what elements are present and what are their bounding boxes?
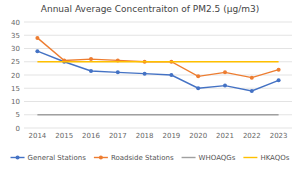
series-line [37,38,278,78]
grid-line [24,88,292,89]
point [35,36,39,40]
x-tick-label: 2017 [109,132,127,140]
point [277,68,281,72]
legend-label: General Stations [28,154,87,162]
legend-swatch [243,157,257,158]
legend-item: Roadside Stations [94,154,174,162]
grid-line [24,114,292,115]
legend-marker [99,156,103,160]
plot-area [35,36,280,115]
y-tick-label: 20 [11,72,20,80]
y-tick-label: 10 [11,98,20,106]
legend-swatch [182,157,196,158]
point [35,49,39,53]
chart: Annual Average Concentraiton of PM2.5 (μ… [0,0,300,171]
point [223,84,227,88]
legend: General Stations Roadside Stations WHOAQGs… [11,154,290,162]
legend-item: HKAQOs [243,154,289,162]
y-tick-label: 0 [16,125,20,133]
grid-line [24,35,292,36]
point [169,73,173,77]
series-line [37,114,278,115]
series-line [37,51,278,91]
series-line [37,61,278,62]
y-tick-label: 25 [11,58,20,66]
legend-item: WHOAQGs [182,154,236,162]
point [196,86,200,90]
legend-item: General Stations [11,154,87,162]
title: Annual Average Concentraiton of PM2.5 (μ… [41,4,259,14]
point [143,72,147,76]
x-tick-label: 2016 [82,132,100,140]
y-tick-label: 15 [11,85,20,93]
point [89,69,93,73]
x-tick-label: 2023 [270,132,288,140]
point [250,76,254,80]
point [277,78,281,82]
y-tick-label: 30 [11,45,20,53]
legend-marker [16,156,20,160]
legend-label: Roadside Stations [111,154,174,162]
x-tick-label: 2018 [136,132,154,140]
x-tick-label: 2020 [189,132,207,140]
x-tick-label: 2015 [55,132,73,140]
x-tick-label: 2019 [162,132,180,140]
point [223,70,227,74]
point [116,70,120,74]
y-tick-label: 40 [11,19,20,27]
y-tick-label: 35 [11,32,20,40]
grid-line [24,101,292,102]
point [89,57,93,61]
point [196,74,200,78]
point [250,89,254,93]
grid-line [24,61,292,62]
grid-line [24,48,292,49]
y-tick-label: 5 [16,111,20,119]
grid-line [24,22,292,23]
legend-label: HKAQOs [260,154,289,162]
x-tick-label: 2014 [28,132,46,140]
x-tick-label: 2022 [243,132,261,140]
legend-label: WHOAQGs [199,154,236,162]
grid-line [24,128,292,129]
x-tick-label: 2021 [216,132,234,140]
